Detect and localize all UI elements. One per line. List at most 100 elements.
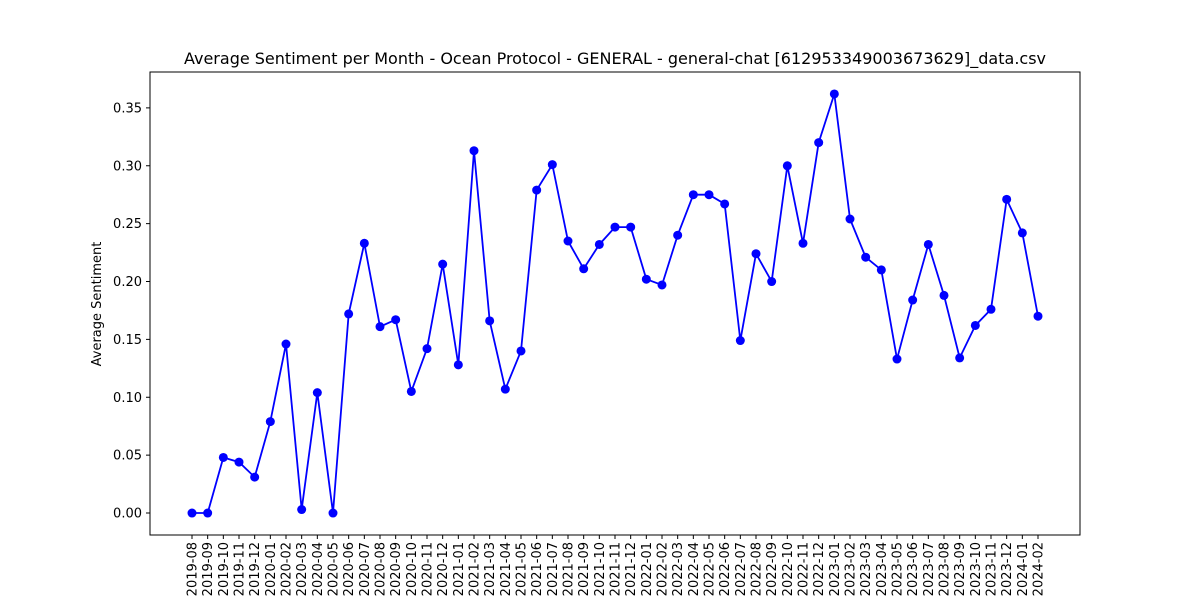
x-tick-label: 2022-05 <box>703 542 718 596</box>
data-point <box>422 344 432 354</box>
x-tick-label: 2023-01 <box>828 542 843 596</box>
x-tick-label: 2021-11 <box>609 542 624 596</box>
x-tick-label: 2021-09 <box>577 542 592 596</box>
data-point <box>1002 194 1012 204</box>
data-point <box>469 146 479 156</box>
x-tick-label: 2022-03 <box>671 542 686 596</box>
data-point <box>344 309 354 319</box>
y-tick-label: 0.30 <box>113 159 142 174</box>
data-point <box>516 346 526 356</box>
x-tick-label: 2019-09 <box>201 542 216 596</box>
data-point <box>782 161 792 171</box>
x-tick-label: 2022-01 <box>640 542 655 596</box>
x-tick-label: 2022-09 <box>765 542 780 596</box>
x-axis: 2019-08 2019-09 2019-10 2019-11 2019-12 2020-… <box>186 535 1047 596</box>
x-tick-label: 2021-10 <box>593 542 608 596</box>
data-point <box>704 190 714 200</box>
data-point <box>532 185 542 195</box>
y-tick-label: 0.10 <box>113 391 142 406</box>
data-point <box>579 264 589 274</box>
x-tick-label: 2023-07 <box>922 542 937 596</box>
x-tick-label: 2020-07 <box>358 542 373 596</box>
x-tick-label: 2021-01 <box>452 542 467 596</box>
data-point <box>375 322 385 332</box>
data-point <box>892 354 902 364</box>
x-tick-label: 2023-05 <box>891 542 906 596</box>
x-tick-label: 2019-10 <box>217 542 232 596</box>
data-point <box>547 160 557 170</box>
data-point <box>485 316 495 326</box>
data-point <box>359 238 369 248</box>
x-tick-label: 2023-03 <box>859 542 874 596</box>
x-tick-label: 2021-07 <box>546 542 561 596</box>
data-point <box>500 384 510 394</box>
x-tick-label: 2022-04 <box>687 542 702 596</box>
x-tick-label: 2020-06 <box>342 542 357 596</box>
plot-frame <box>149 71 1081 536</box>
x-tick-label: 2020-12 <box>436 542 451 596</box>
x-tick-label: 2021-02 <box>468 542 483 596</box>
x-tick-label: 2023-11 <box>985 542 1000 596</box>
x-tick-label: 2020-01 <box>264 542 279 596</box>
chart-title: Average Sentiment per Month - Ocean Prot… <box>184 49 1046 69</box>
x-tick-label: 2022-11 <box>797 542 812 596</box>
data-point <box>876 265 886 275</box>
x-tick-label: 2020-08 <box>374 542 389 596</box>
y-tick-label: 0.25 <box>113 217 142 232</box>
x-tick-label: 2021-06 <box>530 542 545 596</box>
data-point <box>829 89 839 99</box>
data-point <box>641 274 651 284</box>
y-tick-label: 0.05 <box>113 449 142 464</box>
data-point <box>626 222 636 232</box>
data-point <box>720 199 730 209</box>
x-tick-label: 2024-02 <box>1032 542 1047 596</box>
data-point <box>250 472 260 482</box>
data-point <box>610 222 620 232</box>
x-tick-label: 2020-10 <box>405 542 420 596</box>
data-point <box>297 505 307 515</box>
data-point <box>986 304 996 314</box>
data-point <box>767 277 777 287</box>
data-point <box>265 417 275 427</box>
x-tick-label: 2021-12 <box>624 542 639 596</box>
x-tick-label: 2023-02 <box>844 542 859 596</box>
data-point <box>970 320 980 330</box>
x-tick-label: 2021-04 <box>499 542 514 596</box>
data-point <box>453 360 463 370</box>
data-point <box>328 508 338 518</box>
data-point <box>406 386 416 396</box>
data-point <box>281 339 291 349</box>
y-tick-label: 0.00 <box>113 507 142 522</box>
y-axis-label: Average Sentiment <box>90 242 105 367</box>
data-point <box>845 214 855 224</box>
data-point <box>563 236 573 246</box>
x-tick-label: 2019-11 <box>233 542 248 596</box>
data-point <box>688 190 698 200</box>
x-tick-label: 2022-12 <box>812 542 827 596</box>
data-point <box>798 238 808 248</box>
data-point <box>1017 228 1027 238</box>
data-point <box>908 295 918 305</box>
x-tick-label: 2020-05 <box>327 542 342 596</box>
x-tick-label: 2022-10 <box>781 542 796 596</box>
x-tick-label: 2023-04 <box>875 542 890 596</box>
data-point <box>673 230 683 240</box>
x-tick-label: 2021-08 <box>562 542 577 596</box>
x-tick-label: 2019-12 <box>248 542 263 596</box>
data-point <box>657 280 667 290</box>
x-tick-label: 2023-06 <box>906 542 921 596</box>
data-point <box>923 239 933 249</box>
data-point <box>234 457 244 467</box>
x-tick-label: 2023-08 <box>938 542 953 596</box>
y-tick-label: 0.20 <box>113 275 142 290</box>
data-point <box>203 508 213 518</box>
x-tick-label: 2019-08 <box>186 542 201 596</box>
x-tick-label: 2020-04 <box>311 542 326 596</box>
data-point <box>751 249 761 259</box>
x-tick-label: 2024-01 <box>1016 542 1031 596</box>
x-tick-label: 2020-11 <box>421 542 436 596</box>
data-point <box>594 239 604 249</box>
data-point <box>814 138 824 148</box>
data-point <box>218 452 228 462</box>
